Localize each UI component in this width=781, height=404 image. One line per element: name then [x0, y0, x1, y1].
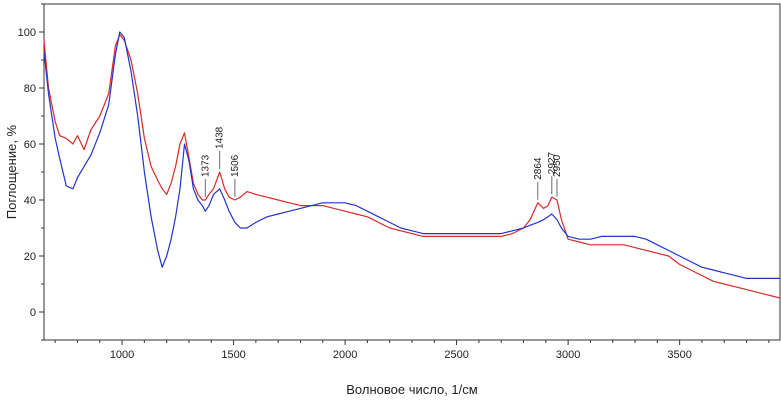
series-line-1 — [43, 34, 781, 299]
x-tick-label: 1500 — [221, 349, 245, 361]
y-tick-label: 60 — [24, 139, 36, 151]
annotation-label: 1506 — [230, 154, 241, 177]
y-axis-ticks: 0 20 40 60 80 100 — [18, 3, 44, 341]
series-line-2 — [43, 31, 780, 279]
x-axis-title: Волновое число, 1/см — [346, 382, 478, 397]
annotation-label: 2864 — [533, 157, 544, 180]
annotation-label: 1438 — [215, 126, 226, 149]
y-tick-label: 40 — [24, 195, 36, 207]
y-tick-label: 80 — [24, 83, 36, 95]
x-tick-label: 2500 — [444, 349, 468, 361]
y-tick-label: 100 — [18, 27, 36, 39]
y-tick-label: 0 — [30, 307, 36, 319]
x-axis-ticks: 1000 1500 2000 2500 3000 3500 — [54, 340, 770, 361]
y-axis-title: Поглощение, % — [4, 124, 19, 219]
annotation-label: 2950 — [552, 154, 563, 177]
annotation-label: 2927 — [547, 152, 558, 175]
annotation-label: 1373 — [200, 154, 211, 177]
x-tick-label: 3000 — [556, 349, 580, 361]
x-tick-label: 3500 — [667, 349, 691, 361]
x-tick-label: 1000 — [110, 349, 134, 361]
y-tick-label: 20 — [24, 251, 36, 263]
plot-area-frame — [43, 3, 781, 341]
spectrum-series — [43, 31, 781, 299]
x-tick-label: 2000 — [333, 349, 357, 361]
